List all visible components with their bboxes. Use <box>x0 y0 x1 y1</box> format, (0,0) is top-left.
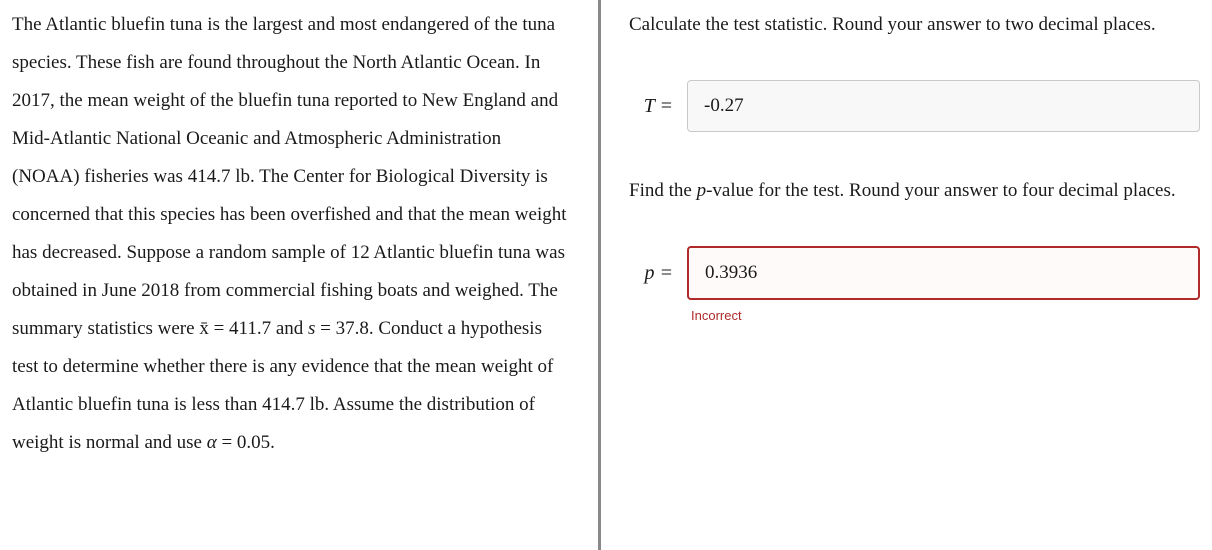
problem-paragraph: The Atlantic bluefin tuna is the largest… <box>12 6 570 462</box>
question-2-text: Find the p-value for the test. Round you… <box>629 172 1200 210</box>
question-1-text: Calculate the test statistic. Round your… <box>629 6 1200 44</box>
p-input[interactable] <box>687 246 1200 300</box>
answer-column: Calculate the test statistic. Round your… <box>601 0 1212 550</box>
answer-row-p: p = <box>629 246 1200 300</box>
p-label: p = <box>629 262 673 285</box>
page-container: The Atlantic bluefin tuna is the largest… <box>0 0 1212 550</box>
problem-statement-column: The Atlantic bluefin tuna is the largest… <box>0 0 598 550</box>
answer-row-t: T = <box>629 80 1200 132</box>
p-feedback-incorrect: Incorrect <box>691 308 1200 323</box>
t-label: T = <box>629 95 673 118</box>
t-input[interactable] <box>687 80 1200 132</box>
